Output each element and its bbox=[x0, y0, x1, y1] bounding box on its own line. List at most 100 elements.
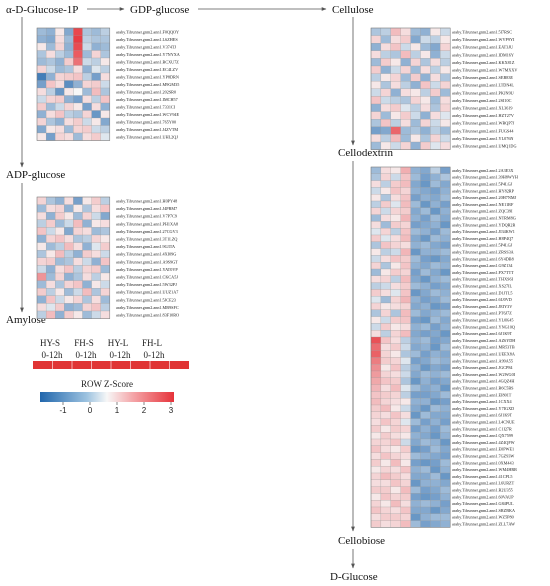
heatmap-cell bbox=[400, 275, 411, 283]
heatmap-cell bbox=[440, 141, 451, 150]
heatmap-cell bbox=[45, 57, 56, 66]
heatmap-cell bbox=[100, 50, 110, 59]
heatmap-cell bbox=[390, 289, 401, 297]
heatmap-cell bbox=[420, 214, 431, 222]
heatmap-cell bbox=[410, 262, 421, 270]
heatmap-cell bbox=[390, 180, 401, 188]
heatmap-cell bbox=[420, 27, 431, 36]
gene-label: araby.Tifrunner.gnm2.ann1.7GZ93W bbox=[452, 454, 514, 459]
heatmap-cell bbox=[430, 479, 441, 487]
heatmap-cell bbox=[400, 418, 411, 426]
heatmap-cell bbox=[64, 242, 74, 251]
heatmap-cell bbox=[73, 72, 83, 81]
gene-label: araby.Tifrunner.gnm2.ann1.RCXU7Z bbox=[116, 59, 179, 64]
heatmap-cell bbox=[100, 227, 110, 236]
heatmap-cell bbox=[36, 272, 47, 281]
heatmap-cell bbox=[410, 459, 421, 467]
gene-label: araby.Tifrunner.gnm2.ann1.LTDN4L bbox=[452, 83, 514, 88]
gene-label: araby.Tifrunner.gnm2.ann1.L4CNUE bbox=[452, 420, 515, 425]
gene-label: araby.Tifrunner.gnm2.ann1.Y7IGXD bbox=[452, 406, 514, 411]
heatmap-cell bbox=[100, 72, 110, 81]
heatmap-cell bbox=[380, 459, 391, 467]
heatmap-cell bbox=[410, 50, 421, 59]
heatmap-cell bbox=[45, 265, 56, 274]
heatmap-cell bbox=[370, 73, 382, 82]
heatmap-cell bbox=[420, 343, 431, 351]
heatmap-cell bbox=[370, 520, 382, 528]
heatmap-cell bbox=[420, 73, 431, 82]
heatmap-cell bbox=[82, 110, 92, 119]
heatmap-cell bbox=[100, 288, 110, 296]
heatmap-cell bbox=[55, 303, 65, 312]
heatmap-cell bbox=[45, 95, 56, 104]
heatmap-cell bbox=[410, 506, 421, 514]
gene-label: araby.Tifrunner.gnm2.ann1.ZRSS3A bbox=[452, 250, 514, 255]
heatmap-cell bbox=[380, 228, 391, 236]
heatmap-border bbox=[370, 166, 451, 528]
heatmap-cell bbox=[400, 134, 411, 143]
heatmap-cell bbox=[64, 50, 74, 59]
heatmap-cell bbox=[82, 227, 92, 236]
heatmap-cell bbox=[64, 72, 74, 81]
heatmap-cell bbox=[440, 194, 451, 202]
heatmap-cell bbox=[64, 27, 74, 36]
heatmap-cell bbox=[45, 250, 56, 258]
heatmap-cell bbox=[410, 241, 421, 249]
heatmap-cell bbox=[440, 65, 451, 74]
heatmap-cell bbox=[420, 166, 431, 174]
gene-label: araby.Tifrunner.gnm2.ann1.D1JTL5 bbox=[452, 290, 513, 295]
heatmap-cell bbox=[430, 384, 441, 392]
heatmap-cell bbox=[440, 404, 451, 412]
heatmap-cell bbox=[420, 65, 431, 74]
heatmap-cell bbox=[64, 87, 74, 96]
heatmap-cell bbox=[370, 466, 382, 474]
heatmap-cell bbox=[420, 234, 431, 242]
gene-label: araby.Tifrunner.gnm2.ann1.7331CI bbox=[116, 104, 176, 109]
gene-label: araby.Tifrunner.gnm2.ann1.YL0K45 bbox=[452, 318, 513, 323]
node-amylose: Amylose bbox=[6, 314, 46, 326]
heatmap-cell bbox=[64, 295, 74, 304]
heatmap-cell bbox=[64, 57, 74, 66]
heatmap-cell bbox=[410, 221, 421, 229]
heatmap-cell bbox=[430, 466, 441, 474]
gene-label: araby.Tifrunner.gnm2.ann1.0XM443 bbox=[452, 460, 514, 465]
heatmap-cell bbox=[420, 398, 431, 406]
heatmap-cell bbox=[390, 166, 401, 174]
heatmap-cell bbox=[410, 65, 421, 74]
heatmap-cell bbox=[410, 398, 421, 406]
heatmap-cell bbox=[55, 204, 65, 213]
group-label-fh-s: FH-S bbox=[74, 338, 94, 348]
heatmap-cell bbox=[420, 438, 431, 446]
gene-label: araby.Tifrunner.gnm2.ann1.UUZ1A7 bbox=[116, 290, 178, 295]
heatmap-cell bbox=[380, 391, 391, 399]
heatmap-cell bbox=[370, 316, 382, 324]
heatmap-cell bbox=[100, 272, 110, 281]
heatmap-cell bbox=[91, 42, 101, 51]
heatmap-cell bbox=[55, 72, 65, 81]
heatmap-cell bbox=[370, 357, 382, 365]
heatmap-cell bbox=[91, 242, 101, 251]
heatmap-cell bbox=[390, 384, 401, 392]
heatmap-cell bbox=[420, 384, 431, 392]
heatmap-cell bbox=[380, 438, 391, 446]
heatmap-cell bbox=[390, 207, 401, 215]
heatmap-cell bbox=[410, 330, 421, 338]
heatmap-cell bbox=[410, 255, 421, 263]
heatmap-cell bbox=[400, 119, 411, 127]
heatmap-cell bbox=[440, 384, 451, 392]
heatmap-cell bbox=[73, 27, 83, 36]
heatmap-cell bbox=[91, 110, 101, 119]
heatmap-cell bbox=[410, 404, 421, 412]
heatmap-cell bbox=[430, 241, 441, 249]
heatmap-cell bbox=[420, 377, 431, 385]
gene-label: araby.Tifrunner.gnm2.ann1.R6C5BS bbox=[452, 386, 514, 391]
heatmap-cell bbox=[410, 452, 421, 460]
heatmap-cell bbox=[430, 377, 441, 385]
heatmap-cell bbox=[380, 398, 391, 406]
heatmap-cell bbox=[400, 50, 411, 59]
heatmap-cell bbox=[73, 310, 83, 319]
heatmap-cell bbox=[73, 250, 83, 258]
heatmap-cell bbox=[420, 364, 431, 372]
heatmap-cell bbox=[91, 72, 101, 81]
heatmap-cell bbox=[390, 27, 401, 36]
